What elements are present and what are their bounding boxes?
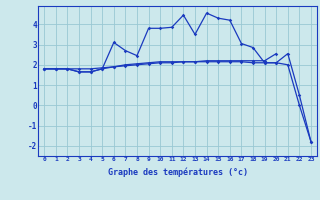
X-axis label: Graphe des températures (°c): Graphe des températures (°c) [108, 167, 248, 177]
